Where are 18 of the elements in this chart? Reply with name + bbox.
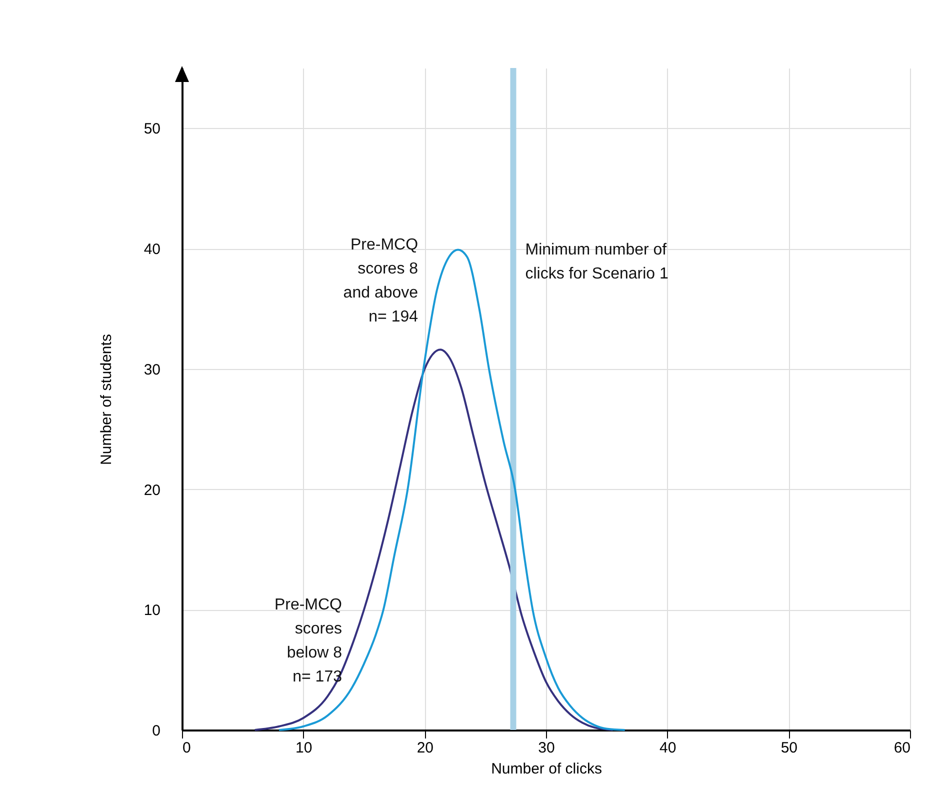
y-tick-label: 40 <box>144 241 160 258</box>
x-tick-label: 60 <box>894 740 910 756</box>
x-tick-label: 50 <box>780 740 798 756</box>
series-label: Pre-MCQ scores 8 and above n= 194 <box>343 236 418 326</box>
y-axis-title: Number of students <box>98 334 115 465</box>
y-tick-label: 30 <box>144 361 160 378</box>
y-tick-label: 50 <box>144 120 160 138</box>
x-tick-label: 0 <box>182 740 191 756</box>
x-tick-label: 40 <box>659 740 676 756</box>
x-tick-label: 20 <box>416 740 434 756</box>
x-tick-label: 10 <box>295 740 312 756</box>
x-axis-title: Number of clicks <box>491 760 602 778</box>
y-tick-label: 0 <box>152 722 160 740</box>
line-series <box>254 348 614 731</box>
ref-line-label: Minimum number of clicks for Scenario 1 <box>525 242 669 283</box>
y-tick-label: 20 <box>144 482 160 499</box>
x-tick-label: 30 <box>538 740 555 756</box>
y-tick-label: 10 <box>144 602 160 620</box>
